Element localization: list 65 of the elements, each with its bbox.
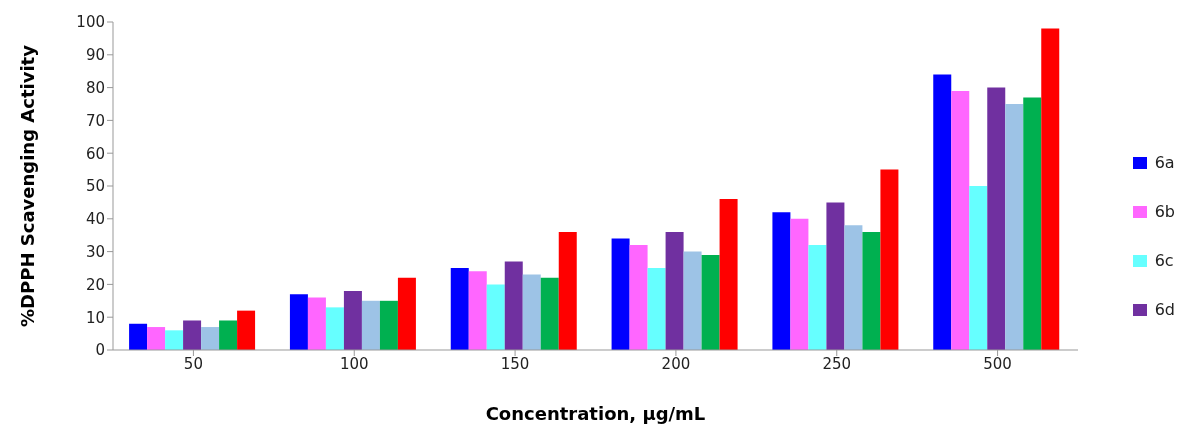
- bar: [307, 297, 326, 350]
- y-axis-title: %DPPH Scavenging Activity: [17, 44, 39, 327]
- bar: [1005, 104, 1024, 350]
- bar: [826, 202, 845, 350]
- bar: [862, 231, 881, 350]
- x-tick-label: 250: [822, 354, 852, 373]
- legend-label: 6c: [1154, 251, 1174, 270]
- bar: [129, 323, 148, 350]
- bar: [880, 169, 899, 350]
- bar: [289, 294, 308, 350]
- bar: [969, 186, 988, 350]
- y-tick-label: 60: [85, 144, 105, 163]
- x-tick-label: 150: [500, 354, 530, 373]
- y-tick-label: 40: [85, 210, 105, 229]
- bar: [183, 320, 202, 350]
- bar: [665, 231, 684, 350]
- bar: [486, 284, 505, 350]
- x-tick-label: 100: [339, 354, 369, 373]
- bar: [951, 90, 970, 350]
- x-tick-label: 500: [983, 354, 1012, 373]
- bar: [504, 261, 523, 350]
- bar: [325, 307, 344, 350]
- y-tick-label: 30: [85, 242, 105, 261]
- bar: [629, 245, 648, 350]
- bar: [844, 225, 863, 350]
- bar: [165, 330, 184, 350]
- bar: [611, 238, 630, 350]
- bar: [147, 327, 166, 350]
- bar: [450, 268, 469, 350]
- bar: [701, 254, 720, 350]
- bar: [522, 274, 541, 350]
- y-tick-label: 80: [85, 78, 105, 97]
- y-tick-label: 90: [85, 46, 105, 65]
- y-tick-label: 10: [85, 308, 105, 327]
- bar: [397, 277, 416, 350]
- y-tick-label: 20: [85, 275, 105, 294]
- bar: [719, 199, 738, 350]
- bar: [558, 231, 577, 350]
- bar: [468, 271, 487, 350]
- y-tick-label: 0: [95, 341, 105, 360]
- y-tick-label: 50: [85, 177, 105, 196]
- bar: [219, 320, 238, 350]
- bar: [647, 268, 666, 350]
- bar: [540, 277, 559, 350]
- bar: [933, 74, 952, 350]
- bar: [237, 310, 256, 350]
- bar: [808, 245, 827, 350]
- legend-label: 6a: [1154, 153, 1175, 172]
- bar: [343, 290, 362, 350]
- bar: [361, 300, 380, 350]
- bar: [683, 251, 702, 350]
- bar: [1023, 97, 1042, 350]
- x-axis-title: Concentration, µg/mL: [485, 403, 706, 424]
- bar: [201, 327, 220, 350]
- legend-label: 6d: [1154, 300, 1175, 319]
- bar: [987, 87, 1006, 350]
- y-tick-label: 100: [76, 13, 105, 32]
- legend-label: 6b: [1154, 202, 1175, 221]
- bar: [772, 212, 791, 350]
- bar: [1041, 28, 1060, 350]
- x-tick-label: 200: [661, 354, 691, 373]
- y-tick-label: 70: [85, 111, 105, 130]
- bar: [790, 218, 809, 350]
- bar: [379, 300, 398, 350]
- x-tick-label: 50: [183, 354, 203, 373]
